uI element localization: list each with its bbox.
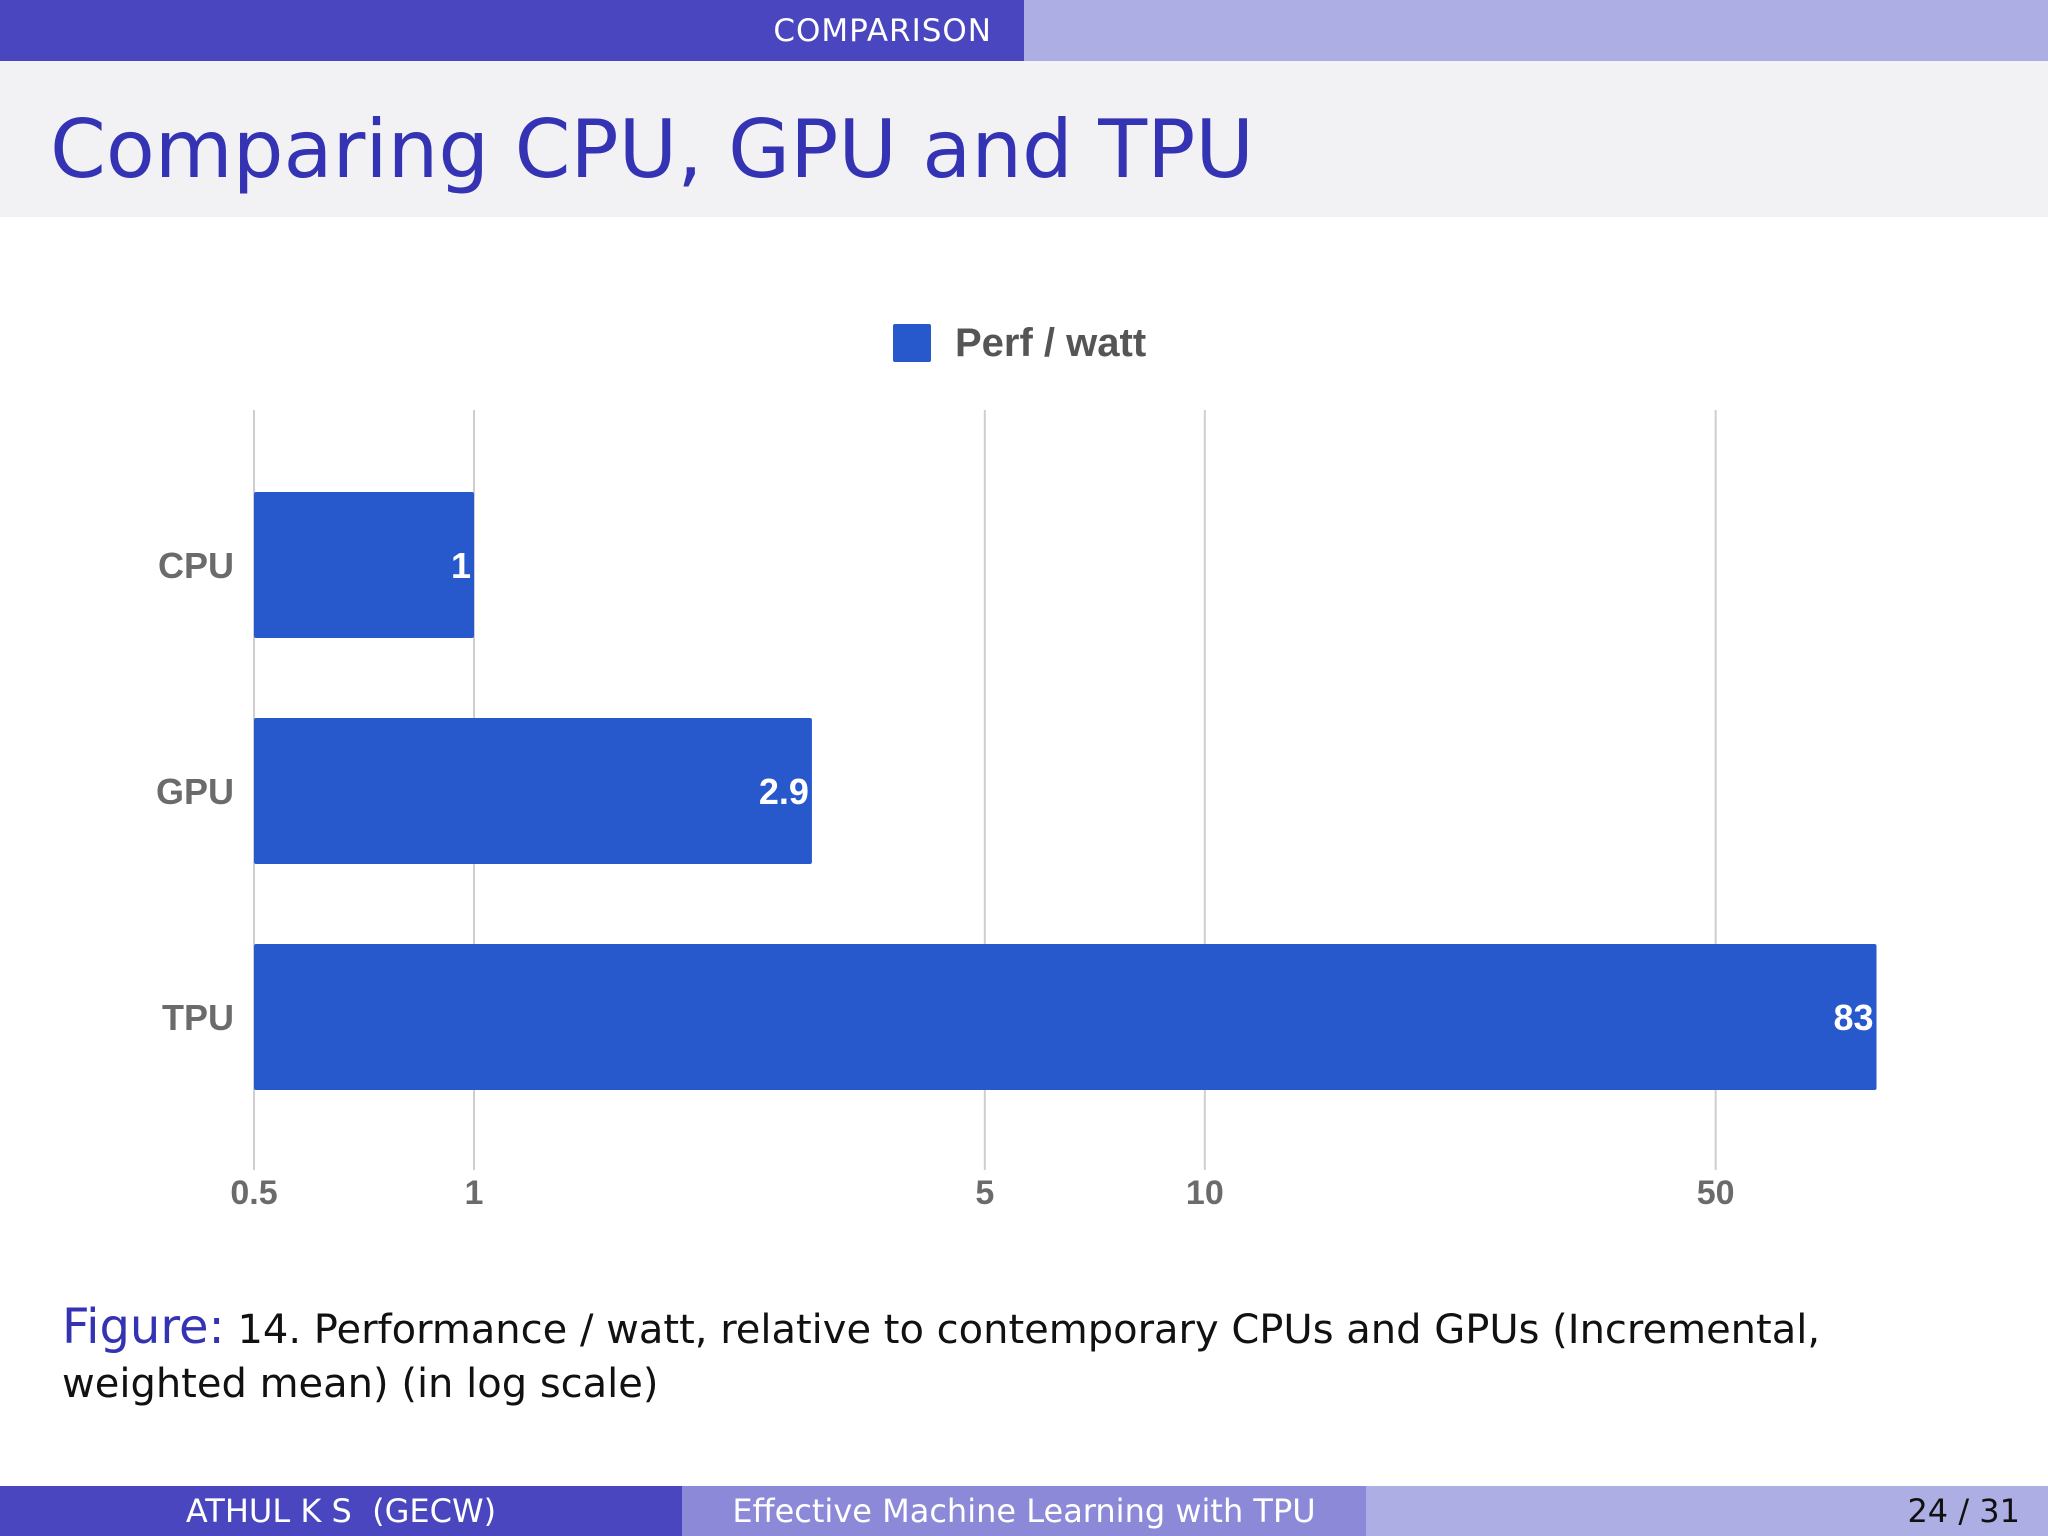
- footer: ATHUL K S (GECW) Effective Machine Learn…: [0, 1486, 2048, 1536]
- category-label-cpu: CPU: [158, 545, 234, 586]
- bar-gpu: [254, 718, 812, 864]
- caption-prefix: Figure:: [62, 1299, 225, 1355]
- value-label-cpu: 1: [451, 545, 471, 586]
- bar-tpu: [254, 944, 1877, 1090]
- footer-page-number: 24 / 31: [1366, 1486, 2048, 1536]
- perf-per-watt-chart: 0.5 1 5 10 50 Perf / watt CPU 1 GPU 2.9 TPU 83: [156, 321, 1877, 1212]
- title-bar: Comparing CPU, GPU and TPU: [0, 61, 2048, 217]
- x-tick-label-10: 10: [1186, 1174, 1224, 1212]
- value-label-tpu: 83: [1833, 997, 1873, 1038]
- x-tick-label-1: 1: [465, 1174, 484, 1212]
- caption-text: 14. Performance / watt, relative to cont…: [62, 1307, 1821, 1407]
- bar-cpu: [254, 492, 474, 638]
- slide-title: Comparing CPU, GPU and TPU: [50, 103, 1254, 196]
- footer-author: ATHUL K S (GECW): [0, 1486, 682, 1536]
- section-bar: COMPARISON: [0, 0, 2048, 61]
- legend-swatch: [893, 324, 931, 362]
- x-tick-label-0.5: 0.5: [230, 1174, 277, 1212]
- category-label-gpu: GPU: [156, 771, 234, 812]
- section-label[interactable]: COMPARISON: [0, 0, 1024, 61]
- value-label-gpu: 2.9: [759, 771, 809, 812]
- x-tick-label-5: 5: [975, 1174, 994, 1212]
- x-tick-label-50: 50: [1697, 1174, 1735, 1212]
- figure-caption: Figure: 14. Performance / watt, relative…: [62, 1300, 1962, 1411]
- footer-talk-title: Effective Machine Learning with TPU: [682, 1486, 1366, 1536]
- category-label-tpu: TPU: [162, 997, 234, 1038]
- legend-label: Perf / watt: [955, 321, 1146, 365]
